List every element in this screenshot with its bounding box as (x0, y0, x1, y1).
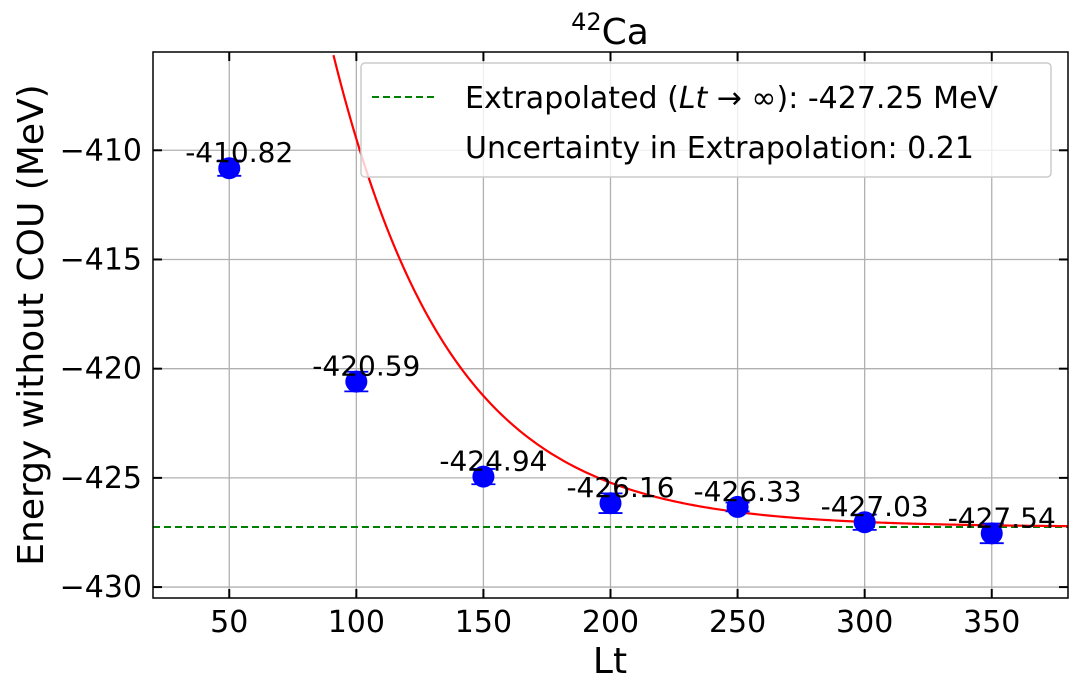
legend-extrapolated-arrow: → ∞ (707, 81, 776, 116)
x-tick-label: 350 (963, 605, 1020, 640)
data-point (472, 465, 495, 488)
legend-box (360, 62, 1052, 178)
y-tick-label: −410 (60, 133, 142, 168)
legend-extrapolated-math: Lt (679, 81, 709, 116)
x-tick-label: 300 (836, 605, 893, 640)
data-label: -410.82 (185, 136, 293, 169)
y-tick-label: −425 (60, 461, 142, 496)
data-label: -426.16 (566, 471, 674, 504)
data-label: -427.54 (948, 501, 1056, 534)
data-points (217, 157, 1004, 545)
data-point (218, 157, 241, 180)
y-axis-label: Energy without COU (MeV) (11, 84, 52, 565)
y-tick-label: −420 (60, 352, 142, 387)
title-mass-number: 42 (571, 8, 602, 36)
legend: Extrapolated (Lt → ∞): -427.25 MeV Uncer… (360, 62, 1052, 178)
legend-extrapolated-text: Extrapolated (Lt → ∞): -427.25 MeV (465, 81, 999, 116)
data-point (726, 495, 749, 518)
data-labels: -410.82 -420.59 -424.94 -426.16 -426.33 -427.… (185, 136, 1056, 534)
chart-title: 42Ca (571, 8, 649, 53)
x-tick-label: 100 (328, 605, 385, 640)
data-point (980, 522, 1003, 545)
data-label: -426.33 (694, 475, 802, 508)
legend-extrapolated-suffix: ): -427.25 MeV (777, 81, 999, 116)
data-label: -424.94 (439, 445, 547, 478)
x-axis-label: Lt (593, 641, 627, 682)
legend-extrapolated-prefix: Extrapolated ( (465, 81, 679, 116)
y-tick-label: −415 (60, 242, 142, 277)
data-label: -420.59 (312, 350, 420, 383)
legend-uncertainty-text: Uncertainty in Extrapolation: 0.21 (465, 131, 974, 166)
fit-layer (332, 54, 1068, 528)
x-tick-label: 50 (210, 605, 248, 640)
x-tick-label: 150 (455, 605, 512, 640)
title-element: Ca (602, 12, 649, 53)
y-tick-label: −430 (60, 570, 142, 605)
data-point (853, 511, 876, 534)
axis-ticks: 50 100 150 200 250 300 350 −410 −415 −420 −425 −430 (60, 52, 1068, 640)
x-tick-label: 200 (582, 605, 639, 640)
fit-curve (332, 54, 1068, 528)
data-point (599, 492, 622, 515)
data-point (345, 370, 368, 393)
data-label: -427.03 (821, 490, 929, 523)
x-tick-label: 250 (709, 605, 766, 640)
